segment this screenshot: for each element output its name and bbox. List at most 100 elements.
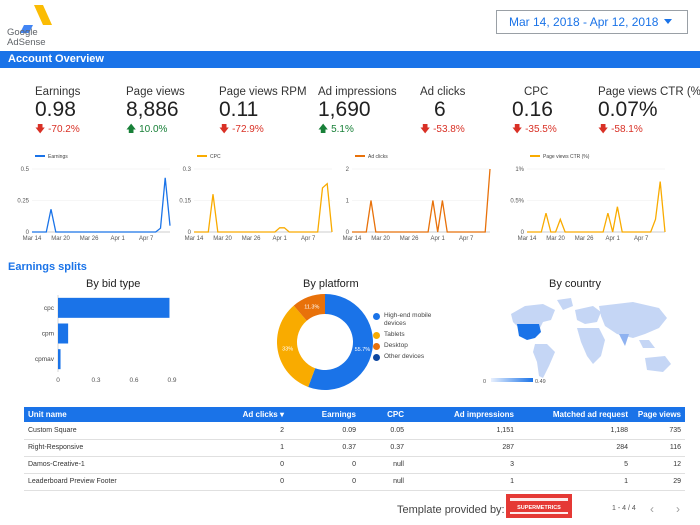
x-tick-label: Apr 1 [110,236,125,242]
x-tick-label: Mar 14 [343,236,362,242]
table-cell: 287 [408,439,518,457]
south-america-region [533,344,555,378]
arrow-down-icon: 🡇 [219,124,230,135]
y-tick-label: 0.5 [21,167,30,173]
y-tick-label: 2 [346,167,350,173]
chevron-right-icon[interactable]: › [676,502,680,516]
legend-label: Page views CTR (%) [543,154,590,160]
kpi-cpc: CPC 0.16 🡇 -35.5% [512,86,557,139]
arrow-down-icon: 🡇 [420,124,431,135]
x-tick-label: 0 [56,377,60,384]
table-cell: null [360,456,408,474]
table-cell: 0 [204,456,288,474]
india-region [619,334,629,346]
kpi-delta: 🡇 -58.1% [598,124,643,135]
legend-label: CPC [210,154,221,160]
table-row: Custom Square 2 0.09 0.05 1,151 1,188 73… [24,422,685,440]
donut-slice [277,305,316,387]
series-line [352,168,491,233]
legend-item: High-end mobile devices [373,312,433,328]
kpi-delta: 🡅 5.1% [318,124,354,135]
earnings-splits-title: Earnings splits [8,261,87,273]
table-cell: 2 [204,422,288,440]
chevron-left-icon[interactable]: ‹ [650,502,654,516]
arrow-down-icon: 🡇 [512,124,523,135]
x-tick-label: Mar 20 [371,236,390,242]
x-tick-label: Mar 14 [518,236,537,242]
table-cell: 0.37 [360,439,408,457]
kpi-value: 6 [434,98,446,121]
supermetrics-logo-icon: SUPERMETRICS [506,494,572,518]
date-range-text: Mar 14, 2018 - Apr 12, 2018 [509,15,659,29]
table-cell: 0 [204,473,288,491]
bid-type-title: By bid type [86,278,141,290]
bar [58,349,61,370]
donut-slice [308,294,373,390]
x-tick-label: 0.9 [167,377,176,384]
kpi-value: 8,886 [126,98,179,121]
x-tick-label: Apr 7 [459,236,474,242]
x-tick-label: Mar 26 [575,236,594,242]
table-cell: Custom Square [24,422,204,440]
table-cell: 735 [632,422,685,440]
legend-label: Ad clicks [368,154,388,160]
x-tick-label: Mar 26 [80,236,99,242]
kpi-label: Ad clicks [420,86,466,98]
cpc-line-chart: CPC 0 0.15 0.3 Mar 14 Mar 20 Mar 26 Apr 1 Apr 7 [179,154,333,242]
kpi-delta: 🡇 -53.8% [420,124,465,135]
x-tick-label: Apr 1 [272,236,287,242]
supermetrics-wordmark: SUPERMETRICS [517,505,561,511]
africa-region [577,328,605,364]
table-cell: 0 [288,473,360,491]
legend-swatch [373,332,380,339]
map-legend-max: 0.49 [535,379,546,385]
table-cell: 5 [518,456,632,474]
usa-region [517,324,541,340]
template-credit-text: Template provided by: [397,504,505,516]
legend-swatch [373,354,380,361]
unit-table: Unit name Ad clicks ▾ Earnings CPC Ad im… [24,407,685,491]
platform-legend: High-end mobile devices Tablets Desktop … [373,312,433,364]
table-cell: 1,188 [518,422,632,440]
kpi-ad-impressions: Ad impressions 1,690 🡅 5.1% [318,86,397,139]
slice-label: 55.7% [355,347,371,353]
kpi-earnings: Earnings 0.98 🡇 -70.2% [35,86,80,139]
supermetrics-logo[interactable]: SUPERMETRICS [506,494,572,518]
slice-label: 11.3% [304,304,319,310]
table-header-row: Unit name Ad clicks ▾ Earnings CPC Ad im… [24,407,685,422]
col-header-unit-name[interactable]: Unit name [24,407,204,422]
table-cell: 29 [632,473,685,491]
col-header-cpc[interactable]: CPC [360,407,408,422]
date-range-selector[interactable]: Mar 14, 2018 - Apr 12, 2018 [496,10,688,34]
asia-region [599,302,667,338]
col-header-page-views[interactable]: Page views [632,407,685,422]
y-tick-label: 0 [26,230,30,236]
x-tick-label: Apr 7 [301,236,316,242]
map-legend-min: 0 [483,379,486,385]
table-cell: 0.37 [288,439,360,457]
kpi-page-views-rpm: Page views RPM 0.11 🡇 -72.9% [219,86,307,139]
x-tick-label: Apr 1 [605,236,620,242]
col-header-ad-clicks[interactable]: Ad clicks ▾ [204,407,288,422]
x-tick-label: Mar 14 [23,236,42,242]
x-tick-label: Apr 7 [634,236,649,242]
col-header-matched-ad-request[interactable]: Matched ad request [518,407,632,422]
map-color-scale [491,378,533,382]
table-cell: Leaderboard Preview Footer [24,473,204,491]
legend-item: Tablets [373,331,433,339]
series-line [194,182,333,233]
x-tick-label: Mar 26 [400,236,419,242]
kpi-delta: 🡇 -35.5% [512,124,557,135]
x-tick-label: Apr 1 [430,236,445,242]
donut-slice [293,294,325,321]
x-tick-label: Mar 20 [546,236,565,242]
table-cell: 1 [204,439,288,457]
arrow-down-icon: 🡇 [598,124,609,135]
col-header-ad-impressions[interactable]: Ad impressions [408,407,518,422]
table-cell: 0.05 [360,422,408,440]
world-map-chart: 0 0.49 [483,298,671,385]
table-cell: 3 [408,456,518,474]
category-label: cpc [44,305,55,312]
col-header-earnings[interactable]: Earnings [288,407,360,422]
table-cell: 1 [408,473,518,491]
